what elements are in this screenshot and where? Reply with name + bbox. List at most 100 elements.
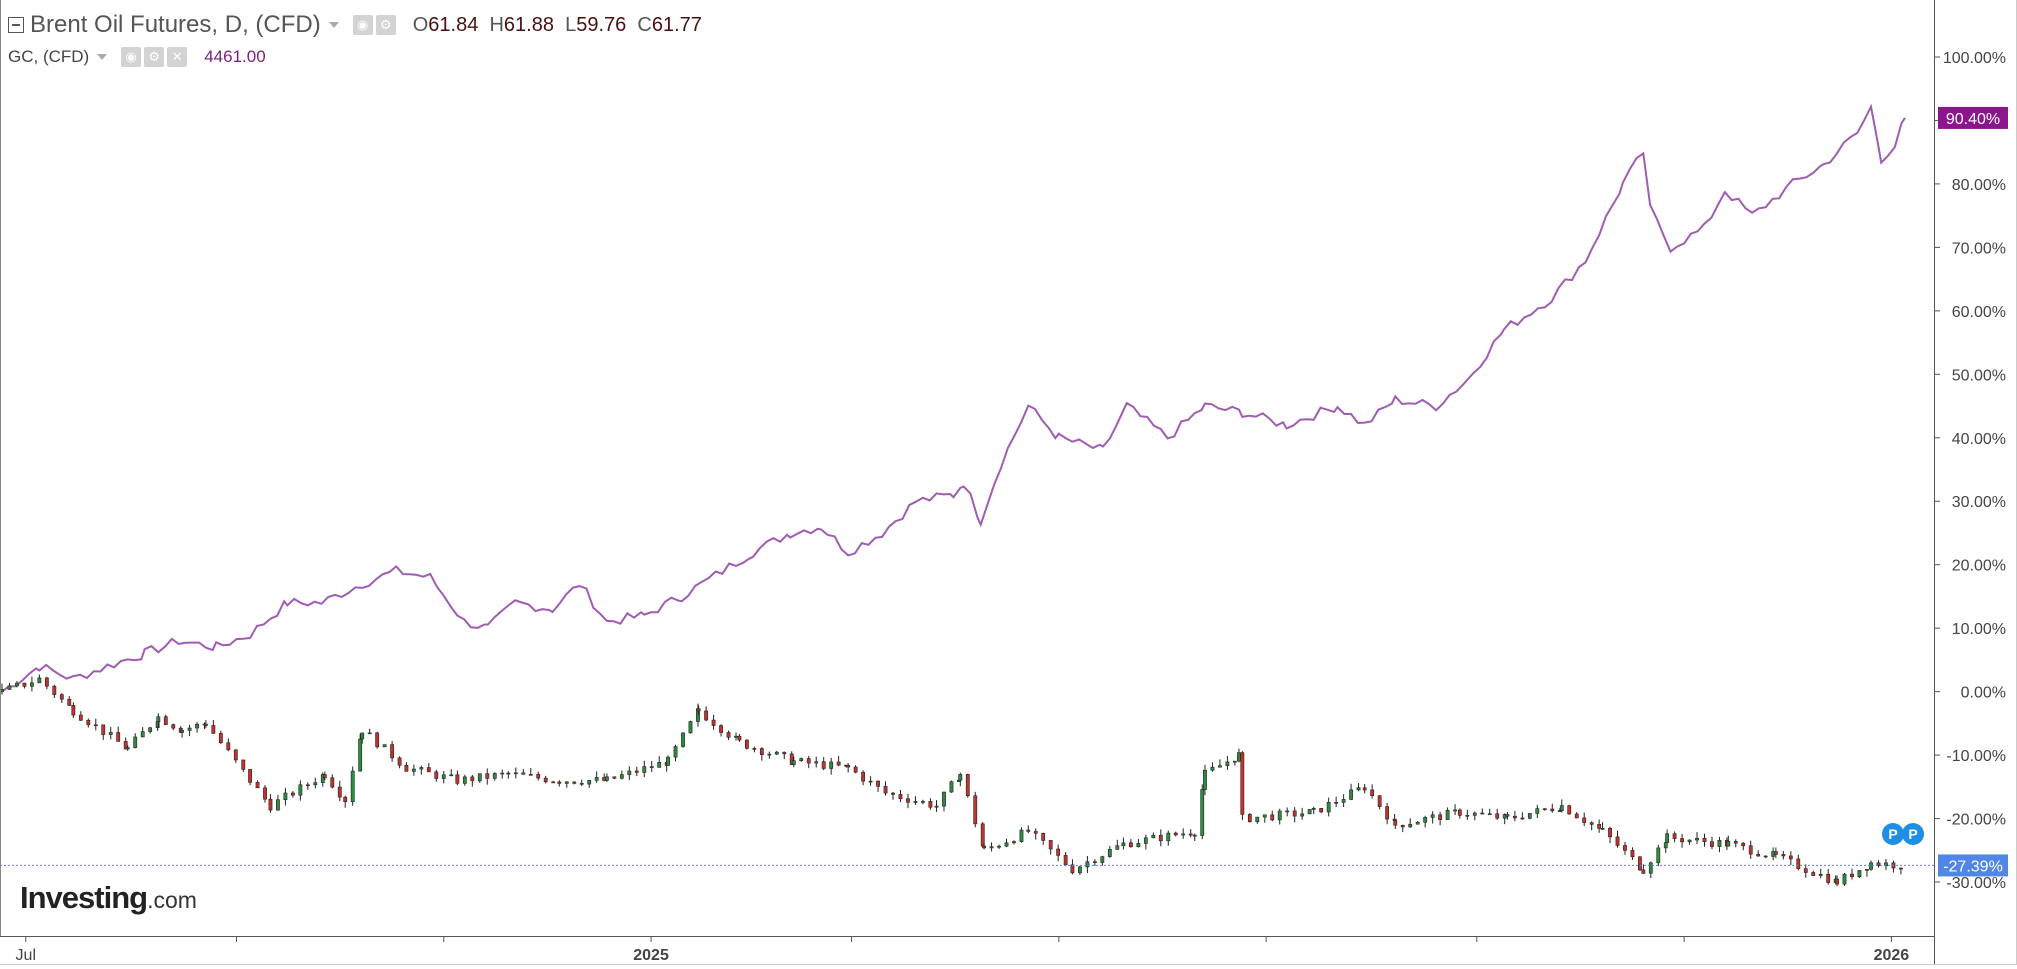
candle-down (52, 685, 57, 695)
candle-down (226, 742, 231, 751)
candle-up (774, 751, 779, 755)
candle-down (390, 744, 395, 759)
compare-series-title[interactable]: GC, (CFD) (8, 47, 90, 66)
candle-down (1438, 814, 1443, 820)
candle-down (1589, 822, 1594, 825)
candle-down (891, 792, 895, 795)
brent-last-value-tag-bg (1938, 854, 2008, 877)
candle-down (268, 798, 273, 811)
candle-up (1423, 817, 1428, 823)
candle-down (248, 769, 252, 783)
pivot-badge[interactable] (1902, 823, 1924, 845)
candle-down (1630, 850, 1635, 858)
candle-down (1796, 858, 1801, 869)
collapse-icon[interactable] (8, 17, 24, 33)
candle-down (579, 783, 584, 785)
candle-up (156, 716, 161, 722)
pivot-badge-label: P (1908, 826, 1917, 842)
candle-down (980, 823, 985, 847)
close-icon[interactable]: ✕ (167, 47, 188, 67)
candle-up (1472, 812, 1477, 816)
candle-down (1033, 831, 1038, 834)
candle-down (241, 759, 246, 770)
candle-up (477, 773, 482, 782)
candle-down (1835, 878, 1839, 885)
eye-icon[interactable]: ◉ (352, 15, 373, 35)
low-value: 59.76 (576, 13, 627, 36)
candle-down (853, 766, 858, 773)
candle-down (521, 772, 526, 775)
candle-down (883, 786, 888, 794)
candle-up (1559, 805, 1564, 811)
candle-up (688, 721, 693, 734)
candle-down (1680, 838, 1684, 843)
candle-down (1567, 805, 1572, 815)
candle-down (1319, 808, 1324, 813)
candle-up (921, 801, 925, 803)
y-tick-label: -30.00% (1946, 875, 2006, 892)
eye-icon[interactable]: ◉ (121, 47, 142, 67)
gear-icon[interactable]: ⚙ (375, 15, 396, 35)
candle-down (163, 716, 168, 725)
candle-down (906, 798, 910, 803)
candle-up (1232, 760, 1237, 763)
candle-up (1356, 787, 1361, 791)
candle-up (298, 784, 303, 796)
gold-last-value-tag-bg (1938, 106, 2008, 129)
y-tick-label: 10.00% (1952, 621, 2006, 638)
candle-up (358, 738, 363, 772)
logo-brand: Investing (20, 880, 148, 915)
candle-up (767, 753, 772, 756)
candle-down (846, 764, 851, 768)
candle-down (343, 796, 348, 803)
candle-up (673, 746, 678, 758)
candle-down (1480, 812, 1485, 815)
candle-down (898, 794, 903, 800)
candle-down (1763, 855, 1768, 858)
candle-up (1203, 769, 1207, 790)
candle-down (434, 771, 439, 779)
candle-up (1004, 842, 1009, 847)
candle-up (814, 761, 819, 764)
candle-up (1535, 808, 1540, 814)
candle-up (1842, 873, 1847, 885)
candle-up (1285, 810, 1290, 813)
candle-down (1026, 829, 1031, 832)
candle-down (203, 723, 208, 726)
candle-down (1393, 820, 1398, 826)
main-series-title[interactable]: Brent Oil Futures, D, (CFD) (30, 11, 321, 38)
candle-up (1341, 799, 1346, 803)
candle-down (551, 781, 556, 784)
candle-up (1100, 856, 1105, 863)
candle-up (441, 774, 446, 779)
gear-icon[interactable]: ⚙ (144, 47, 165, 67)
candle-down (1247, 814, 1252, 822)
candle-down (982, 845, 986, 849)
close-label: C (637, 13, 652, 36)
candle-up (1019, 829, 1024, 842)
candle-down (397, 757, 402, 766)
y-tick-label: 70.00% (1952, 240, 2006, 257)
y-tick-label: 50.00% (1952, 367, 2006, 384)
brent-last-value-tag: -27.39% (1943, 858, 2003, 875)
candle-up (1107, 849, 1112, 857)
candle-down (782, 751, 787, 755)
candle-down (612, 776, 617, 779)
candle-up (657, 762, 662, 768)
y-tick-label: 0.00% (1961, 685, 2006, 702)
candle-up (283, 792, 288, 800)
chevron-down-icon[interactable] (328, 22, 339, 28)
candle-up (1136, 843, 1141, 848)
candle-up (587, 780, 592, 785)
candle-down (1056, 848, 1061, 856)
candle-up (1181, 833, 1186, 836)
y-tick-label: 40.00% (1952, 431, 2006, 448)
candle-up (419, 767, 424, 770)
candle-down (1334, 802, 1339, 804)
candle-down (1638, 856, 1642, 871)
pivot-badge[interactable] (1882, 823, 1904, 845)
candle-down (1741, 842, 1746, 847)
chevron-down-icon[interactable] (97, 54, 108, 60)
gold-line-series (1, 103, 1906, 693)
